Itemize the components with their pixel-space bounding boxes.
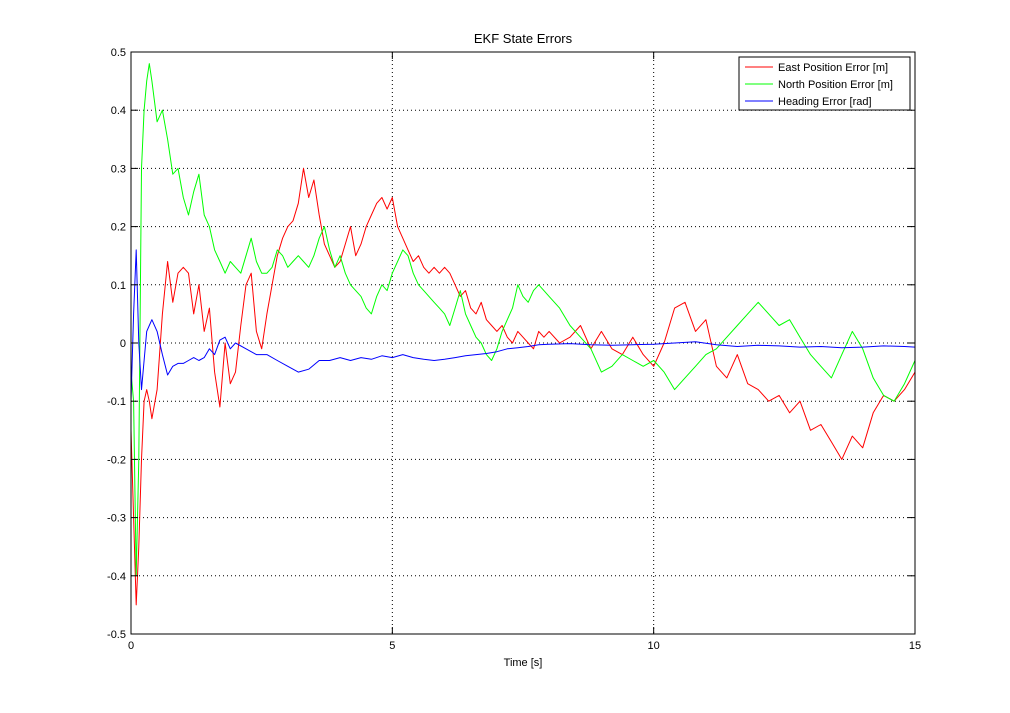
y-tick-label: 0.2 xyxy=(111,222,126,234)
y-tick-label: 0.3 xyxy=(111,163,126,175)
y-tick-label: 0 xyxy=(120,338,126,350)
chart-title: EKF State Errors xyxy=(474,31,573,46)
y-tick-label: 0.1 xyxy=(111,280,126,292)
series-line-north-position-error xyxy=(130,63,916,577)
x-tick-label: 5 xyxy=(389,640,395,652)
ticks: 0 5 10 15 -0.5 -0.4 -0.3 -0.2 -0.1 0 0.1 0.2 0.3 0.4 0… xyxy=(107,47,921,652)
legend: East Position Error [m] North Position E… xyxy=(738,56,911,111)
legend-label-north: North Position Error [m] xyxy=(778,79,893,91)
y-tick-label: -0.3 xyxy=(107,513,126,525)
y-tick-label: -0.1 xyxy=(107,396,126,408)
x-tick-label: 10 xyxy=(648,640,660,652)
legend-label-heading: Heading Error [rad] xyxy=(778,96,872,108)
y-tick-label: -0.5 xyxy=(107,629,126,641)
x-tick-label: 15 xyxy=(909,640,921,652)
x-tick-label: 0 xyxy=(128,640,134,652)
y-tick-label: -0.2 xyxy=(107,454,126,466)
y-tick-label: 0.4 xyxy=(111,105,126,117)
legend-label-east: East Position Error [m] xyxy=(778,62,888,74)
x-axis-label: Time [s] xyxy=(504,657,543,669)
series-line-east-position-error xyxy=(130,167,916,606)
series-line-heading-error xyxy=(130,249,916,402)
grid xyxy=(131,52,915,634)
series-layer xyxy=(130,63,916,606)
y-tick-label: -0.4 xyxy=(107,571,126,583)
y-tick-label: 0.5 xyxy=(111,47,126,59)
